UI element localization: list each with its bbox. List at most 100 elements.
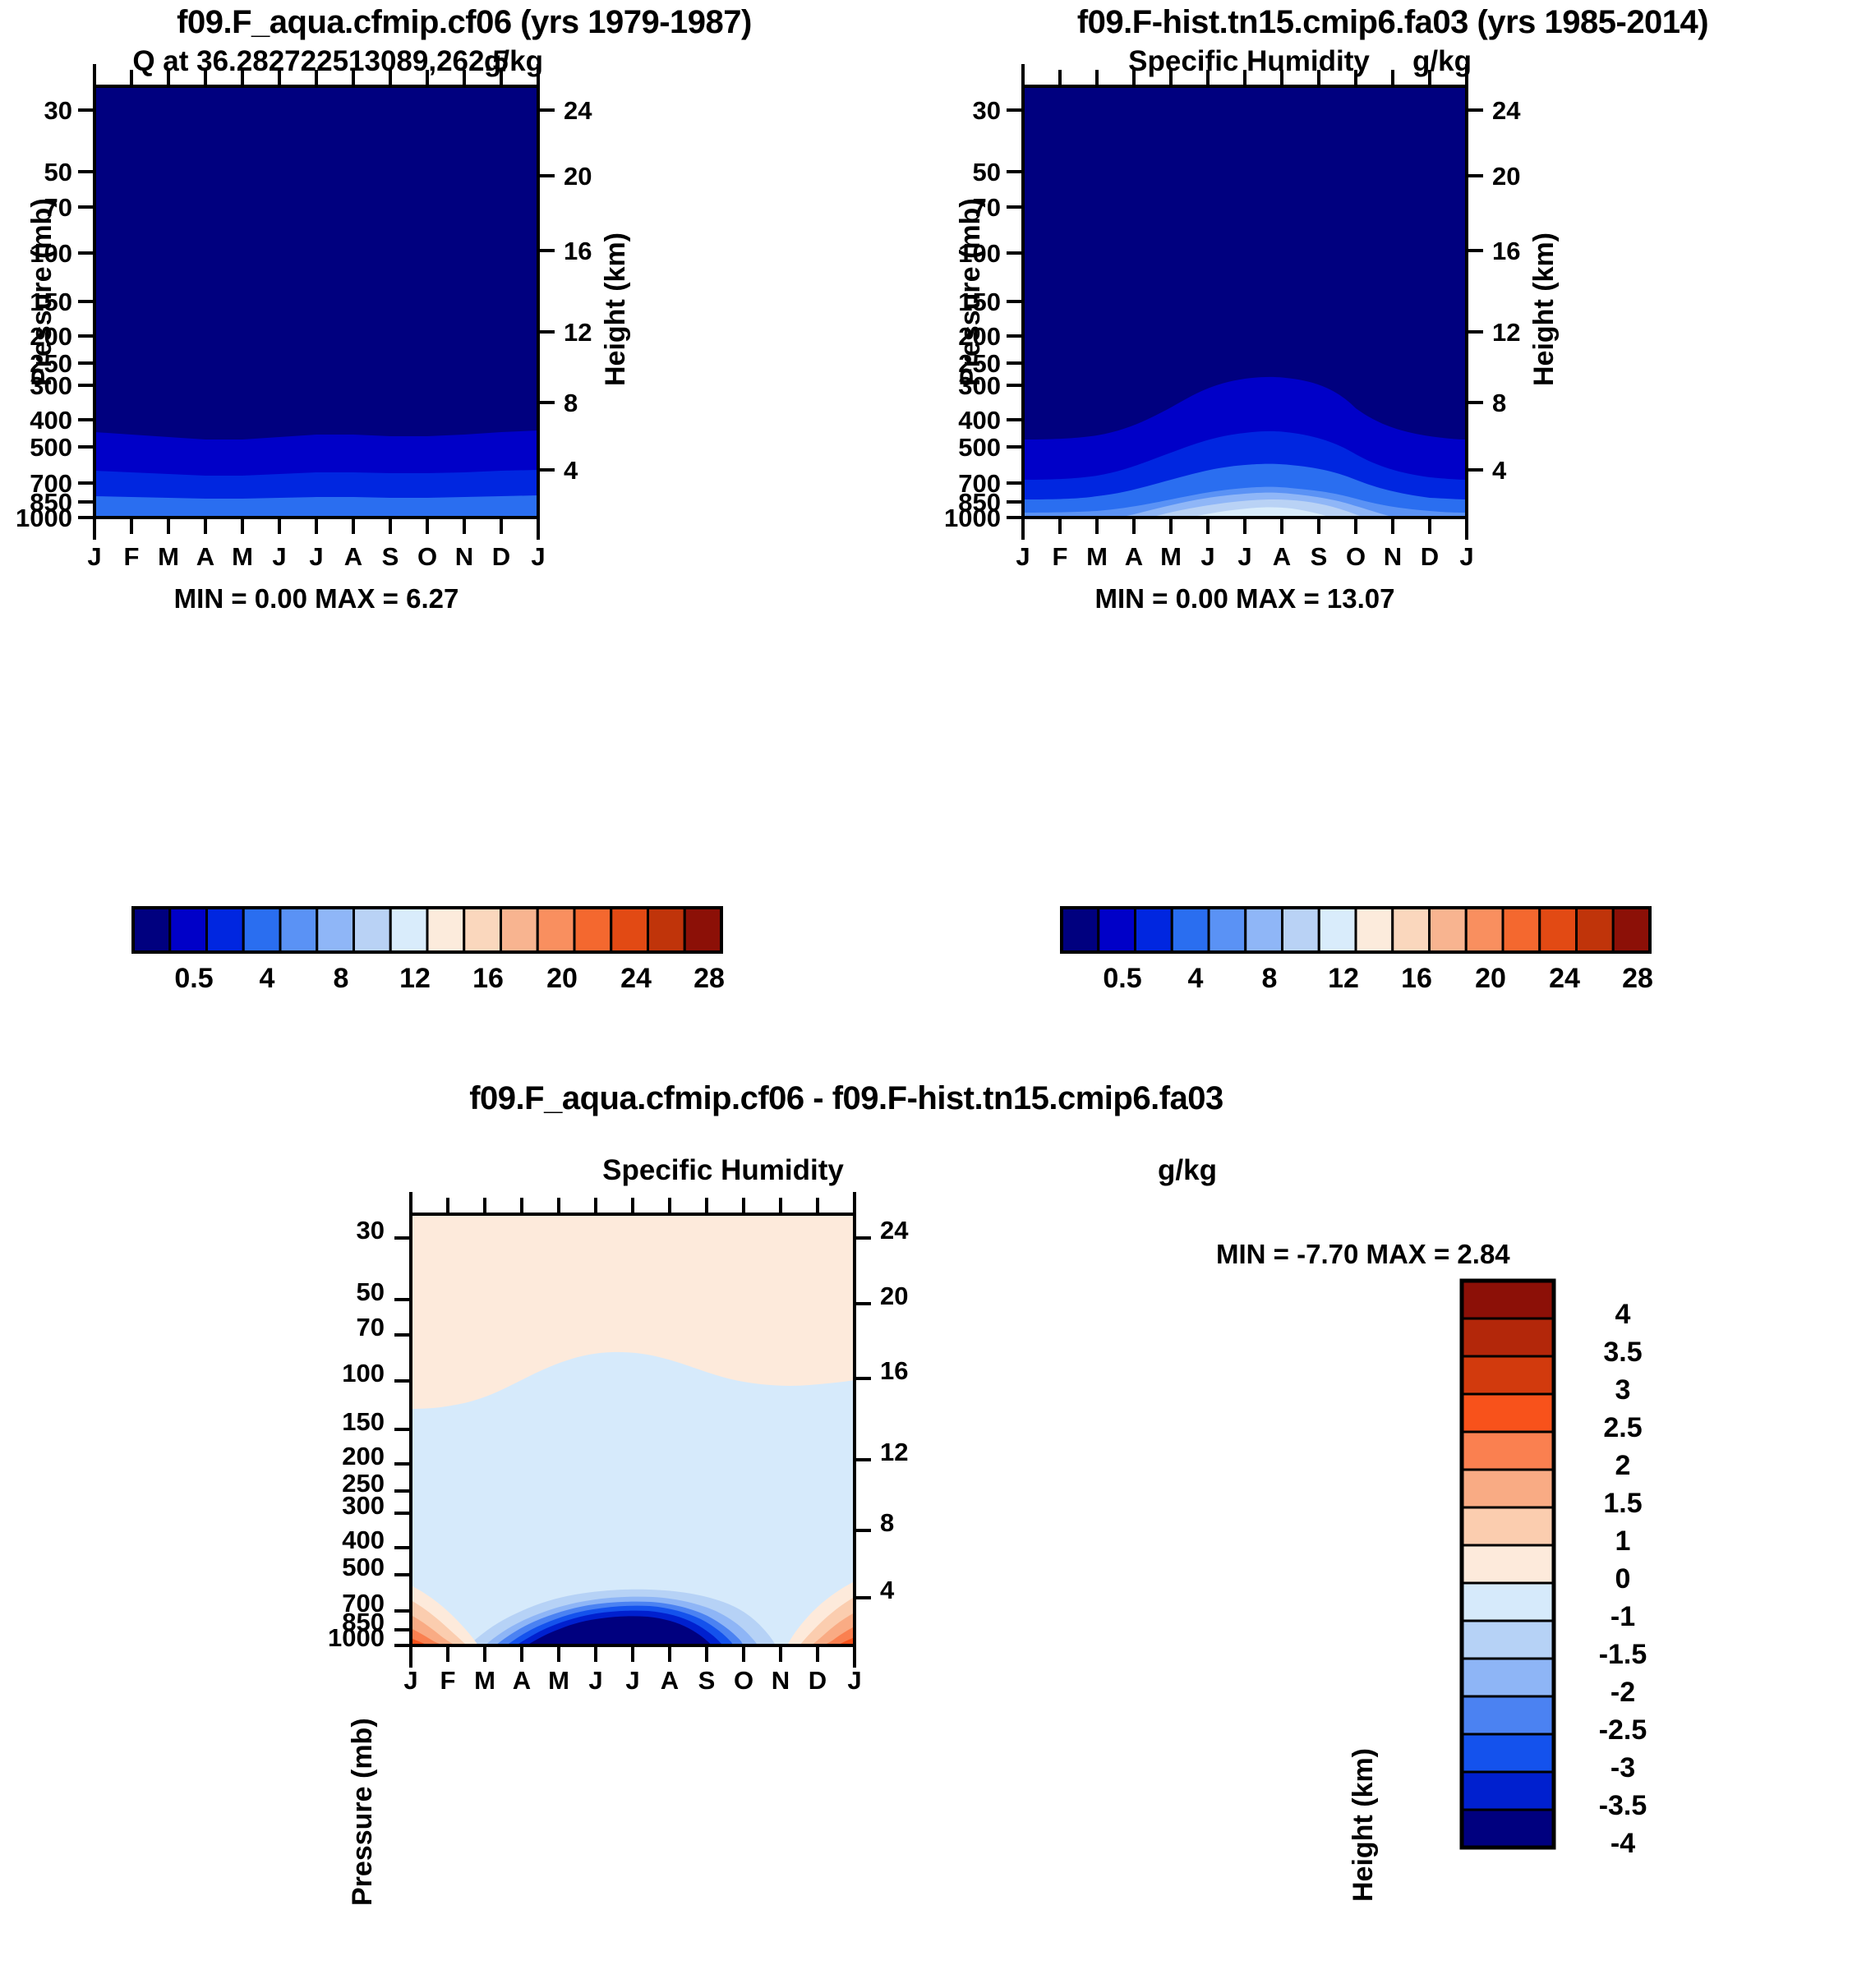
colorbar-swatch: [573, 906, 613, 954]
ytick-label: 500: [342, 1553, 385, 1581]
colorbar-swatch: [168, 906, 208, 954]
top-right-plot: [1007, 64, 1483, 540]
xtick-label: J: [309, 542, 324, 571]
colorbar-swatch: [1281, 906, 1320, 954]
top-left-plot: [78, 64, 555, 540]
ytick-label: 850: [30, 488, 72, 517]
colorbar-tick-label: 24: [1549, 963, 1580, 994]
colorbar-swatch: [279, 906, 319, 954]
ytick-label: 250: [958, 349, 1001, 378]
ytick-label: 100: [342, 1359, 385, 1387]
colorbar-swatch: [1460, 1468, 1555, 1509]
colorbar-swatch: [242, 906, 282, 954]
colorbar-tick-label: 2.5: [1603, 1412, 1643, 1443]
ytick-label: 400: [30, 406, 72, 435]
bottom-bottom-ticks: [409, 1645, 856, 1668]
xtick-label: M: [474, 1666, 495, 1695]
colorbar-tick-label: 12: [1328, 963, 1359, 994]
xtick-label: J: [1459, 542, 1474, 571]
xtick-label: M: [1160, 542, 1182, 571]
colorbar-tick-label: 8: [333, 963, 349, 994]
colorbar-swatch: [1464, 906, 1504, 954]
top-right-contour-field: [1023, 86, 1467, 518]
colorbar-swatch: [1460, 1317, 1555, 1358]
panel-top-right: f09.F-hist.tn15.cmip6.fa03 (yrs 1985-201…: [928, 0, 1857, 1010]
top-right-minmax: MIN = 0.00 MAX = 13.07: [1094, 583, 1395, 614]
y2tick-label: 12: [880, 1438, 909, 1466]
bottom-minmax: MIN = -7.70 MAX = 2.84: [1216, 1239, 1510, 1269]
y2tick-label: 8: [1492, 389, 1507, 417]
colorbar-swatch: [1207, 906, 1247, 954]
top-right-subtitle: Specific Humidity: [1128, 45, 1370, 77]
xtick-label: N: [454, 542, 474, 571]
ytick-label: 150: [958, 288, 1001, 316]
xtick-label: F: [440, 1666, 456, 1695]
ytick-label: 250: [30, 349, 72, 378]
ytick-label: 100: [30, 239, 72, 268]
colorbar-swatch: [1460, 1430, 1555, 1471]
colorbar-tick-label: -3: [1610, 1752, 1636, 1783]
xtick-label: J: [87, 542, 102, 571]
ytick-label: 50: [972, 158, 1001, 186]
ytick-label: 50: [44, 158, 72, 186]
ytick-label: 150: [30, 288, 72, 316]
top-left-units: g/kg: [484, 45, 543, 77]
colorbar-tick-label: 0: [1615, 1563, 1631, 1595]
y2tick-label: 12: [1492, 318, 1521, 347]
xtick-label: J: [588, 1666, 603, 1695]
ytick-label: 150: [342, 1407, 385, 1436]
top-right-pressure-ticks: [1007, 108, 1023, 519]
y2tick-label: 16: [564, 237, 592, 265]
colorbar-swatch: [683, 906, 723, 954]
xtick-label: A: [512, 1666, 532, 1695]
y2tick-label: 20: [880, 1282, 909, 1310]
y2tick-label: 24: [564, 96, 592, 125]
ytick-label: 30: [356, 1216, 385, 1245]
ytick-label: 70: [972, 193, 1001, 222]
xtick-label: A: [343, 542, 363, 571]
colorbar-tick-label: -2.5: [1598, 1714, 1647, 1746]
xtick-label: J: [1016, 542, 1030, 571]
colorbar-tick-label: -1: [1610, 1601, 1636, 1632]
colorbar-swatch: [1097, 906, 1136, 954]
bottom-plot: [394, 1192, 871, 1668]
xtick-label: M: [158, 542, 179, 571]
xtick-label: J: [272, 542, 287, 571]
colorbar-swatch: [205, 906, 245, 954]
colorbar-swatch: [536, 906, 576, 954]
top-right-colorbar[interactable]: [1060, 906, 1684, 955]
colorbar-swatch: [389, 906, 429, 954]
colorbar-swatch: [1060, 906, 1100, 954]
colorbar-tick-label: 3.5: [1603, 1337, 1643, 1368]
colorbar-swatch: [500, 906, 539, 954]
colorbar-tick-label: -2: [1610, 1677, 1636, 1708]
xtick-label: N: [771, 1666, 790, 1695]
ytick-label: 300: [30, 371, 72, 400]
colorbar-tick-label: 24: [620, 963, 652, 994]
panel-bottom-difference: f09.F_aqua.cfmip.cf06 - f09.F-hist.tn15.…: [0, 1060, 1857, 1944]
ytick-label: 700: [342, 1589, 385, 1618]
y2tick-label: 12: [564, 318, 592, 347]
xtick-label: A: [1124, 542, 1144, 571]
top-left-colorbar[interactable]: [131, 906, 756, 955]
colorbar-swatch: [1460, 1619, 1555, 1660]
colorbar-tick-label: 28: [693, 963, 725, 994]
top-left-bottom-ticks: [93, 518, 540, 540]
top-right-units: g/kg: [1412, 45, 1472, 77]
colorbar-tick-label: 8: [1261, 963, 1278, 994]
bottom-subtitle: Specific Humidity: [602, 1154, 844, 1186]
colorbar-swatch: [1460, 1279, 1555, 1320]
xtick-label: S: [1310, 542, 1328, 571]
ytick-label: 500: [30, 433, 72, 462]
colorbar-swatch: [1460, 1581, 1555, 1622]
colorbar-swatch: [1460, 1695, 1555, 1736]
y2tick-label: 16: [880, 1356, 909, 1385]
xtick-label: N: [1383, 542, 1403, 571]
colorbar-swatch: [1354, 906, 1394, 954]
bottom-colorbar[interactable]: [1458, 1277, 1565, 1935]
colorbar-tick-label: 0.5: [1103, 963, 1142, 994]
bottom-pressure-ticks: [394, 1236, 411, 1647]
colorbar-swatch: [1538, 906, 1578, 954]
colorbar-swatch: [1317, 906, 1357, 954]
xtick-label: A: [1272, 542, 1292, 571]
